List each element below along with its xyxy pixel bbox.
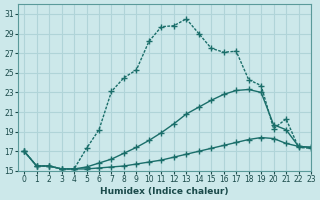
X-axis label: Humidex (Indice chaleur): Humidex (Indice chaleur) xyxy=(100,187,229,196)
